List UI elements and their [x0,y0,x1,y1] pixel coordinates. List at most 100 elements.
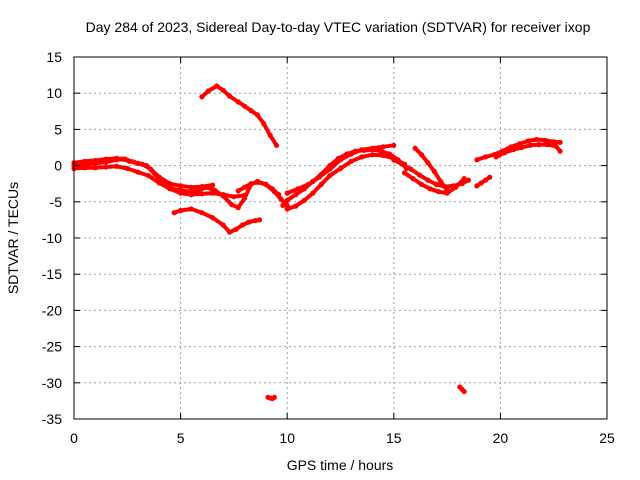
data-point [103,164,109,170]
data-point [254,112,260,118]
data-point [502,150,508,156]
data-point [135,169,141,175]
y-tick-label: 10 [46,85,62,101]
data-point [254,179,260,185]
x-tick-label: 15 [386,430,402,446]
data-point [92,157,98,164]
data-point [527,142,533,148]
data-point [188,184,194,190]
data-point [261,121,267,127]
data-point [269,186,275,192]
data-point [210,190,216,196]
data-point [246,219,252,225]
data-point [478,180,484,186]
data-point [227,93,233,99]
data-point [416,172,422,178]
data-point [327,173,333,179]
data-point [327,166,333,172]
data-point [214,83,220,89]
data-point [82,158,88,164]
data-point [378,148,384,154]
data-point [267,132,273,138]
data-point [178,190,184,196]
data-point [474,157,480,163]
data-point [369,145,376,151]
data-point [231,194,237,200]
data-point [557,139,563,145]
data-point [205,88,211,94]
data-point [542,137,548,143]
data-point [399,161,405,167]
data-point [114,163,120,169]
data-point [103,156,109,162]
data-point [280,202,286,208]
data-point [139,161,145,167]
data-point [557,148,563,154]
data-point [220,87,226,93]
data-point [305,181,312,187]
y-tick-label: -5 [50,194,63,210]
y-tick-label: -25 [42,339,62,355]
data-series-group [71,83,563,402]
data-point [293,192,299,198]
data-point [156,180,162,186]
y-tick-label: -35 [42,411,62,427]
data-point [242,184,248,190]
data-point [235,188,241,194]
data-point [544,142,550,148]
series-track-e-rise [280,147,409,208]
data-point [167,181,173,187]
data-point [534,136,540,143]
data-point [248,181,254,187]
data-point [284,190,290,196]
data-point [408,166,414,172]
data-point [167,186,173,192]
y-tick-label: 0 [54,158,62,174]
data-point [252,218,258,224]
data-point [92,165,98,171]
data-point [124,165,130,172]
data-point [348,151,354,157]
data-point [482,177,489,183]
x-tick-label: 25 [599,430,615,446]
data-point [418,181,425,187]
data-point [316,174,322,180]
data-point [380,152,386,159]
data-point [401,170,408,176]
data-point [220,192,226,198]
data-point [359,154,365,160]
x-tick-label: 5 [177,430,185,446]
data-point [235,205,241,211]
data-point [418,152,425,158]
data-point [425,177,431,183]
data-point [188,206,194,212]
grid-lines [74,57,607,419]
data-point [210,215,216,221]
data-point [510,147,516,153]
data-point [310,190,316,196]
data-point [276,192,282,198]
data-point [148,166,154,172]
y-tick-label: 5 [54,121,62,137]
data-point [359,147,365,153]
data-point [229,202,235,208]
data-point [444,190,450,196]
data-point [461,388,467,395]
data-point [474,183,480,189]
data-point [199,210,205,216]
y-tick-label: -10 [42,230,62,246]
data-point [122,156,128,162]
data-point [337,157,344,163]
data-point [391,157,397,163]
data-point [438,178,444,185]
data-point [431,168,437,174]
y-tick-label: -30 [42,375,62,391]
x-tick-label: 0 [70,430,78,446]
data-point [278,196,284,202]
data-point [433,181,439,187]
data-point [425,160,431,166]
data-point [242,192,248,198]
data-point [220,222,226,228]
data-point [482,154,489,160]
data-point [318,181,324,187]
